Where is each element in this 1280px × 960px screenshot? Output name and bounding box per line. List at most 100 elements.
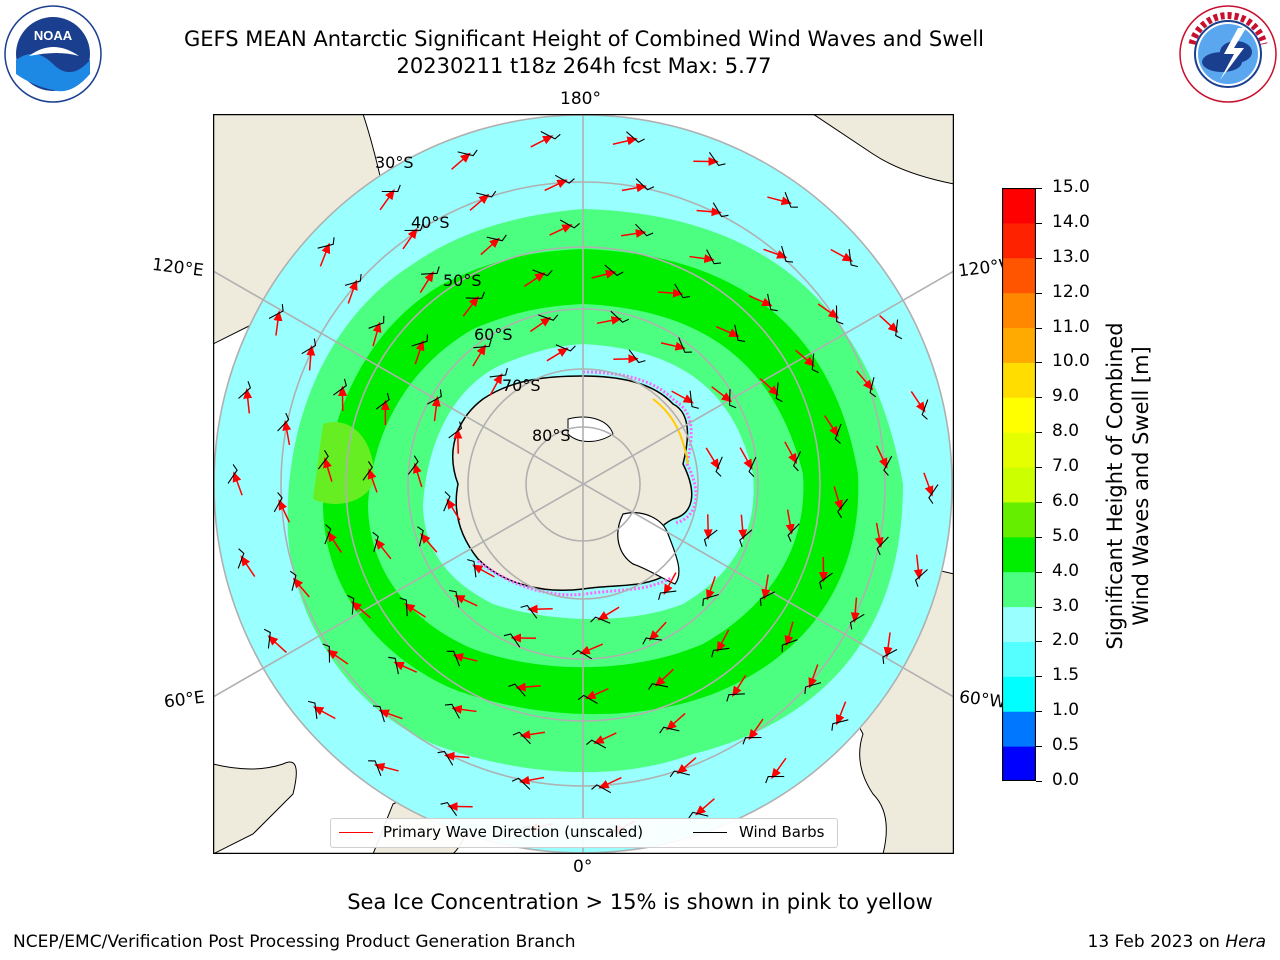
chart-subtitle: 20230211 t18z 264h fcst Max: 5.77 [396, 54, 772, 78]
wind-barb [726, 693, 745, 702]
lon-label-60e: 60°E [162, 687, 206, 713]
colorbar-tick-label: 11.0 [1052, 316, 1090, 337]
wind-barb [362, 461, 373, 481]
wave-arrow [591, 269, 617, 279]
wave-arrow [443, 751, 470, 761]
wind-barb [268, 304, 284, 319]
colorbar-tick-mark [1036, 781, 1042, 782]
colorbar-tick-label: 5.0 [1052, 525, 1080, 546]
wave-arrow [598, 776, 622, 789]
wind-barb [467, 559, 477, 578]
lat-label-50s: 50°S [443, 271, 482, 290]
wave-arrow [830, 248, 854, 262]
wave-arrow [326, 649, 349, 665]
wave-arrow [658, 288, 684, 298]
wave-arrow [420, 533, 438, 553]
wave-arrow [748, 295, 773, 307]
colorbar-label-line1: Significant Height of Combined [1103, 322, 1127, 650]
wind-barb [344, 273, 362, 286]
wind-barb [554, 174, 575, 184]
wind-barb [642, 637, 663, 645]
wave-arrow [666, 712, 686, 731]
colorbar-segment [1002, 641, 1036, 677]
colorbar [1002, 188, 1036, 781]
wave-arrow [529, 316, 552, 333]
nws-logo [1179, 5, 1277, 103]
wave-arrow [462, 295, 479, 317]
colorbar-segment [1002, 676, 1036, 712]
wind-barb [448, 421, 463, 439]
colorbar-tick-label: 1.5 [1052, 665, 1080, 686]
wind-barb [739, 529, 753, 547]
wind-barb [347, 594, 355, 615]
wave-arrow [446, 498, 461, 521]
colorbar-tick-label: 3.0 [1052, 595, 1080, 616]
wave-arrow [923, 472, 934, 497]
wind-barb [784, 192, 798, 208]
wind-barb [457, 149, 478, 157]
wave-arrow [375, 538, 392, 560]
colorbar-tick-label: 4.0 [1052, 560, 1080, 581]
wave-arrow [621, 183, 648, 193]
wind-barb [465, 291, 486, 299]
lon-label-180: 180° [560, 89, 601, 109]
wave-arrow [451, 704, 477, 714]
wave-arrow [596, 316, 622, 325]
wave-arrow [883, 632, 893, 658]
wind-barb [703, 529, 718, 547]
wave-arrow [319, 242, 331, 267]
colorbar-segment [1002, 571, 1036, 608]
wind-barb [417, 526, 424, 547]
wave-arrow [549, 224, 573, 236]
wind-barb [404, 223, 424, 232]
wind-barb [678, 337, 692, 353]
sea-ice-edge [477, 370, 698, 597]
wave-arrow [351, 601, 371, 619]
wind-barb [263, 628, 271, 649]
wind-barb [711, 647, 730, 658]
colorbar-tick-mark [1036, 222, 1042, 224]
wind-barb [476, 190, 497, 198]
wave-arrow [393, 661, 418, 673]
wind-barb [876, 536, 889, 556]
wave-arrow [454, 595, 478, 607]
wind-barb [555, 344, 576, 352]
ross-ice-shelf [567, 416, 614, 442]
lat-label-60s: 60°S [474, 325, 513, 344]
latitude-labels: 30°S 40°S 50°S 60°S 70°S 80°S [375, 153, 571, 445]
wind-barb [689, 390, 699, 409]
legend-barb-swatch [693, 832, 727, 833]
wave-arrow [850, 597, 860, 624]
wave-arrow [597, 606, 620, 621]
wind-barb [503, 633, 521, 648]
wind-barb [834, 423, 842, 444]
wave-arrow [759, 378, 780, 396]
wind-barb [849, 613, 865, 630]
footer-date: 13 Feb 2023 on Hera [1088, 932, 1266, 952]
wind-barb [804, 682, 822, 695]
wind-barb [317, 237, 335, 249]
wave-arrow [739, 447, 753, 470]
wave-arrow [523, 272, 546, 287]
wind-barb [489, 368, 508, 378]
wave-arrow [711, 386, 733, 403]
colorbar-segment [1002, 432, 1036, 468]
wind-barb [669, 770, 690, 778]
wind-barb [540, 131, 561, 140]
noaa-logo: NOAA [4, 5, 102, 103]
wind-barb [775, 382, 783, 403]
lon-label-0: 0° [573, 857, 593, 877]
wind-barb [446, 650, 461, 667]
wave-arrow [379, 189, 395, 211]
wind-barbs [227, 131, 939, 837]
wave-arrow [771, 757, 787, 779]
wind-barb [317, 450, 329, 470]
wind-barb [883, 455, 893, 476]
wind-barb [742, 736, 762, 745]
wind-barb [837, 498, 849, 518]
wind-barb [444, 703, 460, 719]
wind-barb [591, 784, 612, 794]
wave-arrow [795, 349, 815, 367]
wind-barb [811, 353, 819, 374]
madagascar-land [213, 761, 297, 854]
